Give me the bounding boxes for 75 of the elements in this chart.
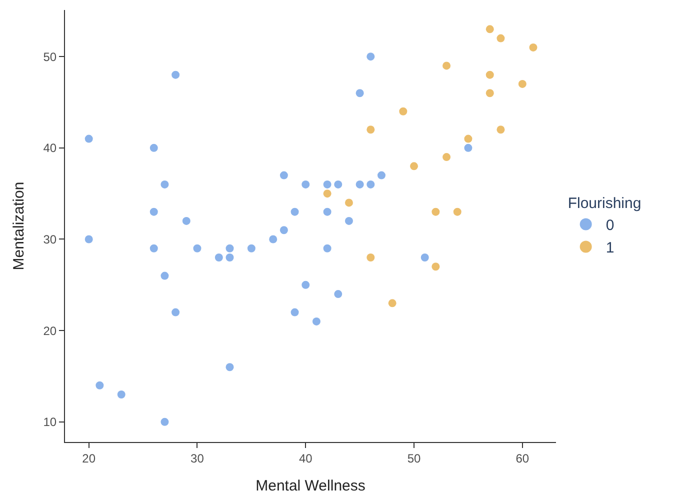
point	[150, 144, 158, 152]
point	[420, 254, 429, 262]
x-tick-label: 50	[407, 451, 422, 466]
point	[377, 171, 386, 180]
point	[280, 171, 288, 180]
point	[432, 262, 440, 271]
point	[226, 244, 234, 252]
point	[486, 25, 494, 34]
point	[486, 89, 494, 98]
point	[84, 235, 93, 244]
point	[442, 62, 451, 70]
point	[323, 190, 332, 198]
point	[290, 208, 299, 216]
point	[247, 244, 256, 252]
point	[366, 180, 375, 188]
point	[323, 180, 332, 188]
point	[356, 89, 364, 98]
point	[464, 134, 472, 143]
point	[302, 280, 310, 289]
y-tick-label: 20	[43, 324, 57, 338]
point	[334, 180, 342, 188]
x-axis-title: Mental Wellness	[256, 477, 366, 494]
y-tick-label: 30	[43, 232, 57, 246]
point	[366, 126, 375, 134]
point	[344, 216, 353, 225]
y-axis-title: Mentalization	[10, 182, 28, 270]
point	[160, 180, 169, 188]
x-tick-label: 20	[82, 451, 96, 466]
x-tick-label: 30	[190, 451, 204, 466]
x-tick-label: 40	[298, 451, 313, 466]
point	[323, 208, 332, 216]
point	[160, 418, 169, 426]
point	[172, 70, 180, 79]
point	[96, 381, 104, 390]
point	[84, 134, 93, 143]
point	[366, 52, 375, 61]
point	[432, 208, 440, 216]
point	[496, 126, 505, 134]
point	[302, 180, 310, 188]
point	[117, 390, 126, 399]
point	[366, 254, 375, 262]
x-tick-label: 60	[516, 451, 530, 466]
point	[344, 198, 353, 207]
point	[442, 153, 451, 162]
point	[160, 272, 169, 280]
point	[280, 226, 288, 234]
point	[214, 254, 223, 262]
point	[334, 290, 342, 298]
point	[464, 144, 472, 152]
point	[226, 254, 234, 262]
point	[226, 363, 234, 372]
point	[410, 162, 418, 170]
point	[172, 308, 180, 316]
point	[486, 70, 494, 79]
y-tick-label: 50	[43, 50, 57, 64]
point	[323, 244, 332, 252]
point	[496, 34, 505, 42]
point	[312, 317, 320, 326]
legend-label: 0	[606, 217, 614, 234]
point	[269, 235, 278, 244]
legend-title: Flourishing	[568, 195, 642, 212]
point	[182, 216, 190, 225]
point	[399, 107, 408, 116]
y-tick-label: 10	[43, 415, 57, 430]
y-tick-label: 40	[43, 141, 57, 156]
point	[453, 208, 462, 216]
point	[529, 43, 538, 52]
point	[150, 244, 158, 252]
point	[356, 180, 364, 188]
point	[193, 244, 202, 252]
point	[290, 308, 299, 316]
point	[388, 299, 396, 308]
legend-label: 1	[606, 240, 614, 257]
point	[518, 80, 526, 88]
point	[150, 208, 158, 216]
